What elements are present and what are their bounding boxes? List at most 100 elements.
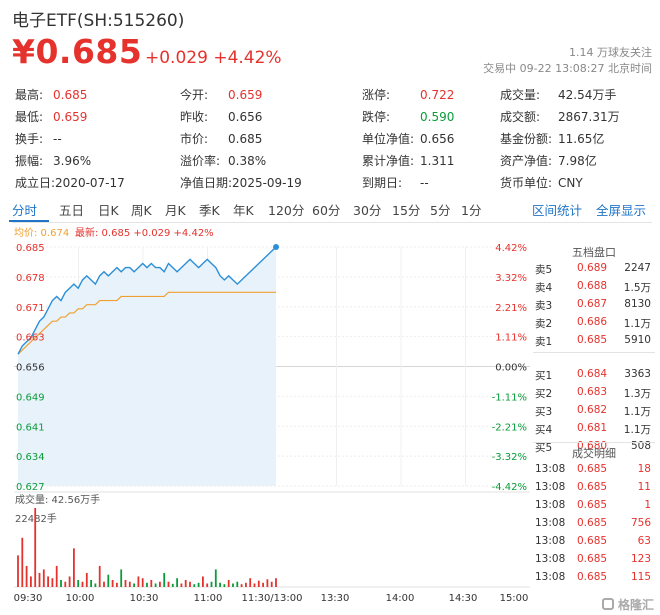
tab-period[interactable]: 周K (131, 203, 152, 218)
stat-value: 2025-09-19 (232, 176, 302, 190)
level-label: 买3 (535, 406, 553, 418)
volume-bar (137, 576, 140, 587)
trade-row: 13:08 0.685 123 (533, 553, 655, 571)
volume-bar (68, 576, 71, 587)
price-tick-label: 0.678 (16, 273, 45, 284)
level-price: 0.681 (577, 422, 608, 434)
intraday-chart[interactable]: 0.685 0.678 0.671 0.663 0.656 0.649 0.641 0.634… (0, 222, 532, 612)
volume-bar (150, 579, 153, 587)
volume-bar (141, 578, 144, 587)
volume-bar (262, 582, 264, 587)
time-tick-label: 13:30 (321, 593, 350, 604)
follower-count[interactable]: 1.14 万球友关注 (569, 46, 652, 59)
volume-bar (128, 581, 131, 587)
price-line (17, 246, 277, 355)
tab-period[interactable]: 五日 (59, 203, 85, 218)
level-price: 0.688 (577, 280, 608, 292)
level-volume: 1.1万 (623, 424, 651, 436)
trade-timestamp: 交易中 09-22 13:08:27 北京时间 (483, 62, 652, 75)
stat-cell: 到期日: -- (362, 174, 429, 191)
stat-label: 市价: (180, 132, 209, 146)
level-price: 0.689 (577, 262, 608, 274)
trade-volume: 11 (637, 481, 651, 493)
price-tick-label: 0.663 (16, 333, 45, 344)
trades-divider (533, 442, 655, 443)
volume-bar (133, 583, 135, 587)
volume-bar (227, 579, 230, 587)
stat-value: 0.656 (420, 132, 455, 146)
tab-period[interactable]: 月K (165, 203, 186, 218)
trade-row: 13:08 0.685 18 (533, 463, 655, 481)
percent-tick-label: 2.21% (495, 303, 527, 314)
stat-cell: 资产净值: 7.98亿 (500, 152, 597, 169)
percent-tick-label: 0.00% (495, 363, 527, 374)
tab-period[interactable]: 日K (98, 203, 119, 218)
tab-period[interactable]: 5分 (430, 203, 451, 218)
active-tab-indicator (9, 220, 49, 222)
tab-period[interactable]: 1分 (461, 203, 482, 218)
trade-price: 0.685 (577, 481, 608, 493)
volume-bar (103, 581, 105, 587)
stat-value: 0.656 (228, 110, 263, 124)
order-book-title: 五档盘口 (572, 246, 616, 259)
tab-period[interactable]: 30分 (353, 203, 382, 218)
volume-bar (176, 578, 178, 587)
stat-cell: 基金份额: 11.65亿 (500, 130, 604, 147)
tab-period[interactable]: 季K (199, 203, 220, 218)
volume-bar (253, 583, 256, 587)
bid-row: 买2 0.683 1.3万 (533, 386, 655, 404)
stat-label: 最低: (15, 110, 44, 124)
volume-bar (197, 582, 200, 587)
stat-label: 基金份额: (500, 132, 553, 146)
volume-bar (266, 579, 269, 587)
level-label: 买5 (535, 442, 553, 454)
ask-row: 卖2 0.686 1.1万 (533, 316, 655, 334)
stat-cell: 昨收: 0.656 (180, 108, 262, 125)
watermark-logo: 格隆汇 (601, 596, 654, 613)
tab-period[interactable]: 60分 (312, 203, 341, 218)
trade-price: 0.685 (577, 535, 608, 547)
tab-period[interactable]: 年K (233, 203, 254, 218)
volume-bar (17, 555, 19, 587)
stat-label: 今开: (180, 88, 209, 102)
tab-period[interactable]: 15分 (392, 203, 421, 218)
level-volume: 508 (630, 440, 651, 452)
volume-bar (236, 581, 239, 587)
trade-price: 0.685 (577, 499, 608, 511)
stat-label: 最高: (15, 88, 44, 102)
volume-bar (90, 579, 92, 587)
level-price: 0.685 (577, 334, 608, 346)
stat-label: 溢价率: (180, 154, 221, 168)
stat-label: 到期日: (362, 176, 403, 190)
stat-value: 0.659 (53, 110, 88, 124)
stat-value: 11.65亿 (558, 132, 605, 146)
percent-tick-label: -3.32% (492, 452, 527, 463)
trade-volume: 123 (630, 553, 651, 565)
percent-tick-label: -1.11% (492, 392, 527, 403)
tab-period[interactable]: 120分 (268, 203, 305, 218)
stat-label: 资产净值: (500, 154, 553, 168)
volume-bar (77, 579, 80, 587)
stat-cell: 货币单位: CNY (500, 174, 583, 191)
volume-bar (25, 565, 28, 587)
fullscreen-link[interactable]: 全屏显示 (596, 203, 647, 218)
volume-bar (60, 579, 62, 587)
current-price: ¥0.685 (12, 32, 143, 71)
stat-value: -- (420, 176, 429, 190)
stat-label: 跌停: (362, 110, 391, 124)
range-stats-link[interactable]: 区间统计 (532, 203, 583, 218)
stat-cell: 溢价率: 0.38% (180, 152, 266, 169)
tab-period[interactable]: 分时 (12, 203, 38, 218)
stat-cell: 累计净值: 1.311 (362, 152, 454, 169)
volume-bar (124, 579, 127, 587)
trades-title: 成交明细 (572, 447, 616, 460)
percent-tick-label: 3.32% (495, 273, 527, 284)
price-change: +0.029 +4.42% (145, 48, 282, 68)
volume-bar (94, 583, 97, 587)
level-price: 0.684 (577, 368, 608, 380)
stat-cell: 单位净值: 0.656 (362, 130, 454, 147)
watermark-text: 格隆汇 (617, 598, 654, 612)
trade-row: 13:08 0.685 1 (533, 499, 655, 517)
trade-price: 0.685 (577, 553, 608, 565)
stat-cell: 振幅: 3.96% (15, 152, 91, 169)
